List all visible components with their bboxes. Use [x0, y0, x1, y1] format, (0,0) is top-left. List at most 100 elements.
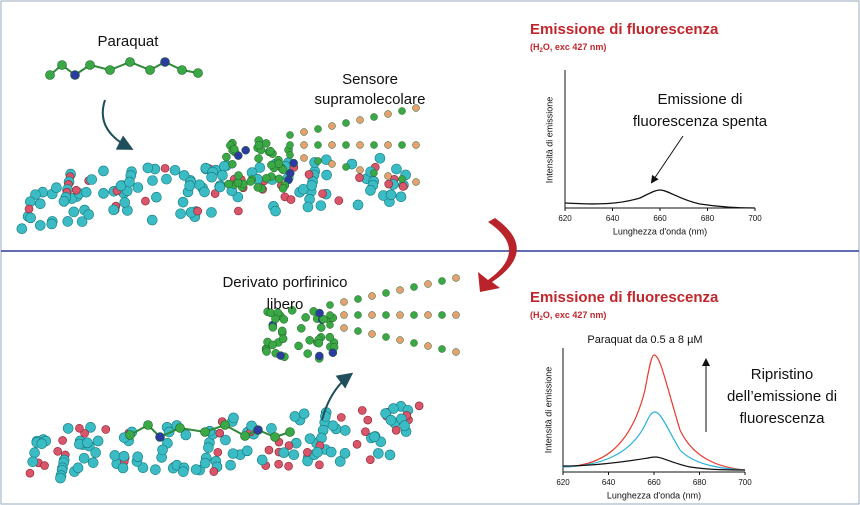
atom — [288, 449, 300, 461]
atom — [315, 460, 324, 470]
atom — [253, 183, 263, 192]
curved-arrow — [478, 218, 517, 292]
atom — [352, 439, 362, 449]
atom — [336, 413, 346, 422]
atom — [398, 141, 406, 149]
atom — [180, 429, 192, 441]
atom — [356, 166, 364, 174]
atom — [424, 311, 432, 319]
atom — [304, 170, 314, 179]
atom — [160, 57, 170, 67]
atom — [25, 212, 36, 224]
atom — [270, 205, 281, 217]
atom — [178, 170, 190, 181]
atom — [241, 445, 253, 457]
atom — [304, 433, 316, 444]
atom — [220, 434, 231, 446]
atom — [92, 435, 104, 447]
atom — [27, 456, 39, 468]
atom — [57, 60, 67, 70]
atom — [452, 311, 460, 319]
atom — [385, 414, 397, 426]
atom — [300, 141, 308, 149]
atom — [228, 159, 237, 169]
atom — [356, 141, 364, 149]
atom — [214, 181, 226, 193]
atom — [452, 348, 460, 356]
atom — [254, 140, 264, 150]
atom — [254, 154, 263, 163]
atom — [316, 432, 327, 444]
atom — [46, 218, 58, 230]
atom — [414, 401, 424, 411]
legend: Paraquat da 0.5 a 8 µM — [587, 334, 702, 346]
atom — [25, 468, 35, 478]
atom — [80, 186, 92, 198]
atom — [385, 189, 397, 201]
atom — [234, 151, 243, 160]
x-tick-label: 660 — [647, 478, 661, 487]
atom — [142, 162, 154, 174]
atom — [254, 162, 266, 173]
atom — [342, 141, 350, 149]
atom — [72, 462, 84, 474]
atom — [289, 411, 301, 422]
atom — [267, 160, 276, 170]
atom — [357, 406, 367, 415]
atom — [278, 184, 288, 193]
atom — [319, 314, 328, 324]
atom — [124, 176, 135, 188]
atom — [147, 175, 158, 186]
atom — [326, 321, 334, 329]
atom — [155, 432, 165, 442]
atom — [303, 349, 312, 358]
atom — [76, 216, 88, 227]
atom — [412, 104, 420, 112]
atom — [105, 65, 115, 75]
atom — [370, 113, 378, 121]
atom — [312, 446, 323, 458]
atom — [388, 403, 399, 414]
x-tick-label: 640 — [606, 214, 620, 223]
atom — [233, 178, 243, 188]
atom — [314, 125, 322, 133]
atom — [328, 141, 336, 149]
atom — [119, 197, 131, 208]
atom — [225, 459, 236, 471]
atom — [382, 311, 390, 319]
spectrum — [562, 456, 746, 471]
atom — [78, 453, 90, 464]
atom — [438, 345, 446, 353]
spectrum — [562, 354, 746, 471]
atom — [369, 431, 380, 443]
atom — [278, 447, 290, 459]
annotation: Emissione di — [657, 91, 742, 108]
atom — [340, 311, 348, 319]
annotation: fluorescenza spenta — [633, 113, 768, 130]
atom — [339, 448, 351, 459]
atom — [410, 283, 418, 291]
x-tick-label: 680 — [693, 478, 707, 487]
atom — [45, 70, 55, 80]
atom — [62, 423, 74, 434]
atom — [58, 436, 67, 445]
atom — [262, 174, 271, 183]
atom — [87, 457, 99, 468]
atom — [98, 188, 109, 199]
atom — [276, 351, 285, 360]
atom — [240, 431, 250, 441]
atom — [268, 323, 278, 332]
atom — [300, 128, 308, 136]
x-tick-label: 620 — [556, 478, 570, 487]
arrow — [650, 135, 684, 184]
atom — [175, 423, 185, 433]
atom — [354, 295, 362, 303]
atom — [412, 178, 420, 186]
atom — [177, 65, 187, 75]
atom — [117, 462, 129, 474]
atom — [334, 456, 346, 467]
label: libero — [267, 296, 304, 313]
label: Paraquat — [98, 33, 160, 50]
chart-title: Emissione di fluorescenza — [530, 21, 719, 38]
